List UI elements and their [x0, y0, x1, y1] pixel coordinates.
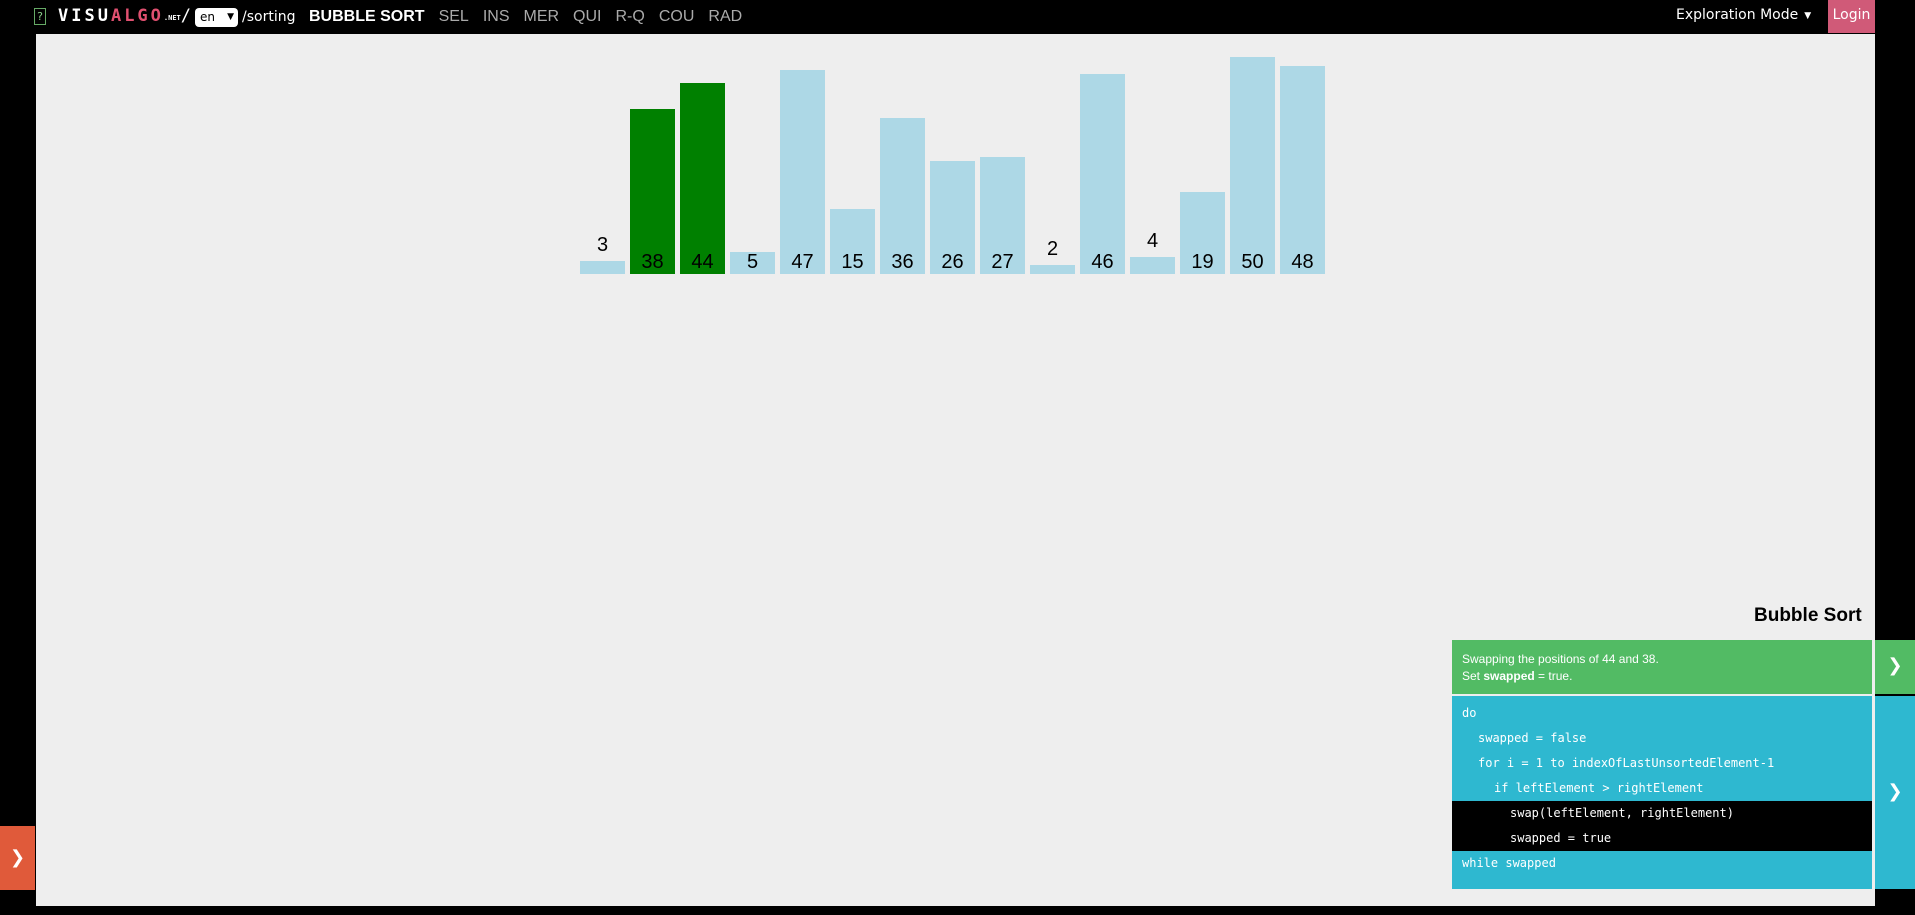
bar — [1230, 57, 1275, 274]
nav-item-cou[interactable]: COU — [658, 8, 695, 25]
code-line: for i = 1 to indexOfLastUnsortedElement-… — [1478, 756, 1775, 770]
panel-title: Bubble Sort — [1754, 605, 1862, 626]
status-bold: swapped — [1483, 669, 1535, 683]
bar-label: 27 — [991, 251, 1014, 273]
bar — [830, 209, 875, 274]
bar — [780, 70, 825, 274]
bar-label: 15 — [841, 251, 864, 273]
mode-label: Exploration Mode — [1676, 7, 1799, 23]
bar-chart: 3 38 44 5 47 15 36 26 27 2 46 4 19 50 48 — [36, 34, 1875, 284]
code-line: do — [1462, 706, 1477, 720]
chevron-right-icon: ❯ — [9, 847, 26, 868]
pseudocode-panel-toggle[interactable]: ❯ — [1875, 696, 1915, 889]
code-line: if leftElement > rightElement — [1494, 781, 1704, 795]
triangle-down-icon: ▼ — [1804, 11, 1812, 21]
bar — [1280, 66, 1325, 274]
nav-item-mer[interactable]: MER — [523, 8, 560, 25]
bar-label: 38 — [641, 251, 664, 273]
bar-label: 3 — [596, 234, 609, 256]
status-line-1: Swapping the positions of 44 and 38. — [1462, 652, 1659, 666]
bar — [680, 83, 725, 274]
help-icon[interactable]: ? — [34, 8, 46, 25]
bar — [980, 157, 1025, 274]
nav-item-r-q[interactable]: R-Q — [615, 8, 645, 25]
code-line: while swapped — [1462, 856, 1556, 870]
nav-item-sel[interactable]: SEL — [438, 8, 469, 25]
exploration-mode-dropdown[interactable]: Exploration Mode ▼ — [1676, 7, 1811, 23]
sort-nav: BUBBLE SORT SEL INS MER QUI R-Q COU RAD — [309, 8, 756, 26]
bar-label: 26 — [941, 251, 964, 273]
logo-algo: ALGO — [110, 6, 164, 26]
bar-label: 5 — [746, 251, 759, 273]
bar-label: 50 — [1241, 251, 1264, 273]
status-panel: Swapping the positions of 44 and 38. Set… — [1452, 640, 1872, 694]
status-suffix: = true. — [1534, 669, 1573, 683]
nav-item-rad[interactable]: RAD — [708, 8, 743, 25]
bar-label: 47 — [791, 251, 814, 273]
logo-slash: / — [180, 6, 192, 26]
code-line: swap(leftElement, rightElement) — [1452, 801, 1872, 826]
bar — [1130, 257, 1175, 274]
visualgo-logo[interactable]: VISUALGO.NET/ — [58, 6, 191, 26]
login-button[interactable]: Login — [1828, 0, 1875, 33]
bar — [1180, 192, 1225, 274]
code-line: swapped = true — [1452, 826, 1872, 851]
status-panel-toggle[interactable]: ❯ — [1875, 640, 1915, 694]
bar-label: 36 — [891, 251, 914, 273]
nav-item-ins[interactable]: INS — [482, 8, 510, 25]
status-line-2: Set swapped = true. — [1462, 668, 1862, 685]
bar-label: 19 — [1191, 251, 1214, 273]
chevron-right-icon: ❯ — [1887, 781, 1903, 802]
status-prefix: Set — [1462, 669, 1484, 683]
bar — [1080, 74, 1125, 274]
bar-label: 46 — [1091, 251, 1114, 273]
bar-label: 44 — [691, 251, 714, 273]
bar — [880, 118, 925, 274]
logo-net: .NET — [163, 14, 181, 22]
nav-item-qui[interactable]: QUI — [573, 8, 602, 25]
language-value: en — [200, 10, 215, 24]
bar — [930, 161, 975, 274]
bar-label: 48 — [1291, 251, 1314, 273]
bar — [730, 252, 775, 274]
left-panel-toggle[interactable]: ❯ — [0, 826, 35, 890]
bar-label: 4 — [1146, 230, 1159, 252]
language-select[interactable]: en ▼ — [195, 8, 238, 27]
code-line: swapped = false — [1478, 731, 1587, 745]
bar — [580, 261, 625, 274]
visualization-canvas: 3 38 44 5 47 15 36 26 27 2 46 4 19 50 48 — [36, 34, 1875, 906]
logo-visu: VISU — [58, 6, 111, 26]
bar — [630, 109, 675, 274]
pseudocode-panel: do swapped = false for i = 1 to indexOfLas… — [1452, 696, 1872, 889]
chevron-down-icon: ▼ — [227, 12, 234, 22]
nav-item-bubble-sort[interactable]: BUBBLE SORT — [309, 8, 425, 25]
top-navigation-bar: ? VISUALGO.NET/ en ▼ /sorting BUBBLE SOR… — [0, 0, 1915, 34]
chevron-right-icon: ❯ — [1887, 655, 1903, 676]
bar — [1030, 265, 1075, 274]
page-path: /sorting — [242, 9, 296, 25]
bar-label: 2 — [1046, 238, 1059, 260]
